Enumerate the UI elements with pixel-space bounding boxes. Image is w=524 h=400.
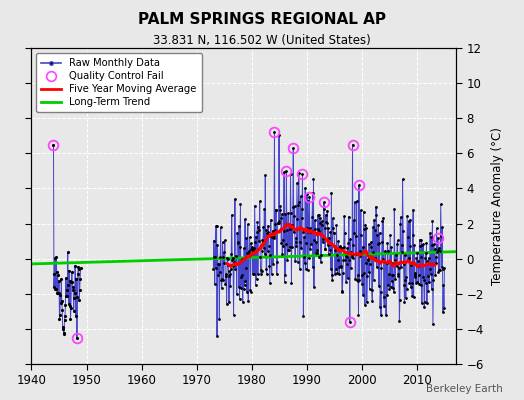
Legend: Raw Monthly Data, Quality Control Fail, Five Year Moving Average, Long-Term Tren: Raw Monthly Data, Quality Control Fail, … [37, 53, 202, 112]
Text: PALM SPRINGS REGIONAL AP: PALM SPRINGS REGIONAL AP [138, 12, 386, 27]
Text: 33.831 N, 116.502 W (United States): 33.831 N, 116.502 W (United States) [153, 34, 371, 47]
Y-axis label: Temperature Anomaly (°C): Temperature Anomaly (°C) [490, 127, 504, 285]
Text: Berkeley Earth: Berkeley Earth [427, 384, 503, 394]
